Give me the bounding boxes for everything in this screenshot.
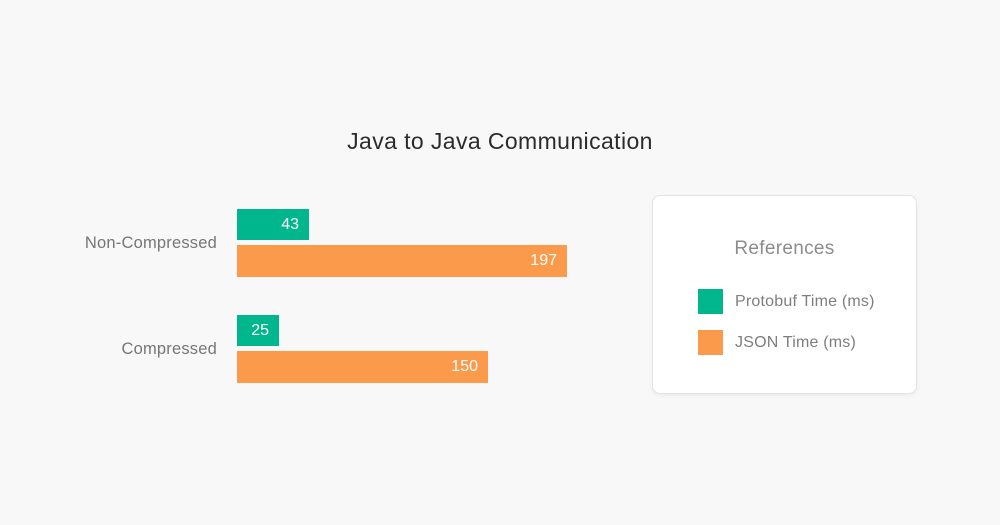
bar-group-non-compressed: Non-Compressed 43 197	[0, 209, 600, 277]
category-label-non-compressed: Non-Compressed	[84, 233, 217, 252]
legend-title: References	[734, 238, 835, 259]
bar-protobuf-compressed: 25	[237, 315, 279, 346]
protobuf-swatch-icon	[698, 289, 723, 314]
category-label-compressed: Compressed	[121, 339, 217, 358]
bar-json-non-compressed: 197	[237, 245, 567, 277]
bar-protobuf-non-compressed: 43	[237, 209, 309, 240]
legend-item-protobuf: Protobuf Time (ms)	[698, 289, 875, 314]
legend-box: References Protobuf Time (ms) JSON Time …	[652, 195, 917, 394]
legend-item-json: JSON Time (ms)	[698, 330, 856, 355]
json-swatch-icon	[698, 330, 723, 355]
legend-label-json: JSON Time (ms)	[735, 333, 857, 351]
legend-label-protobuf: Protobuf Time (ms)	[735, 292, 875, 310]
chart-title: Java to Java Communication	[347, 128, 653, 154]
bar-group-compressed: Compressed 25 150	[0, 315, 600, 383]
bar-json-compressed: 150	[237, 351, 488, 383]
